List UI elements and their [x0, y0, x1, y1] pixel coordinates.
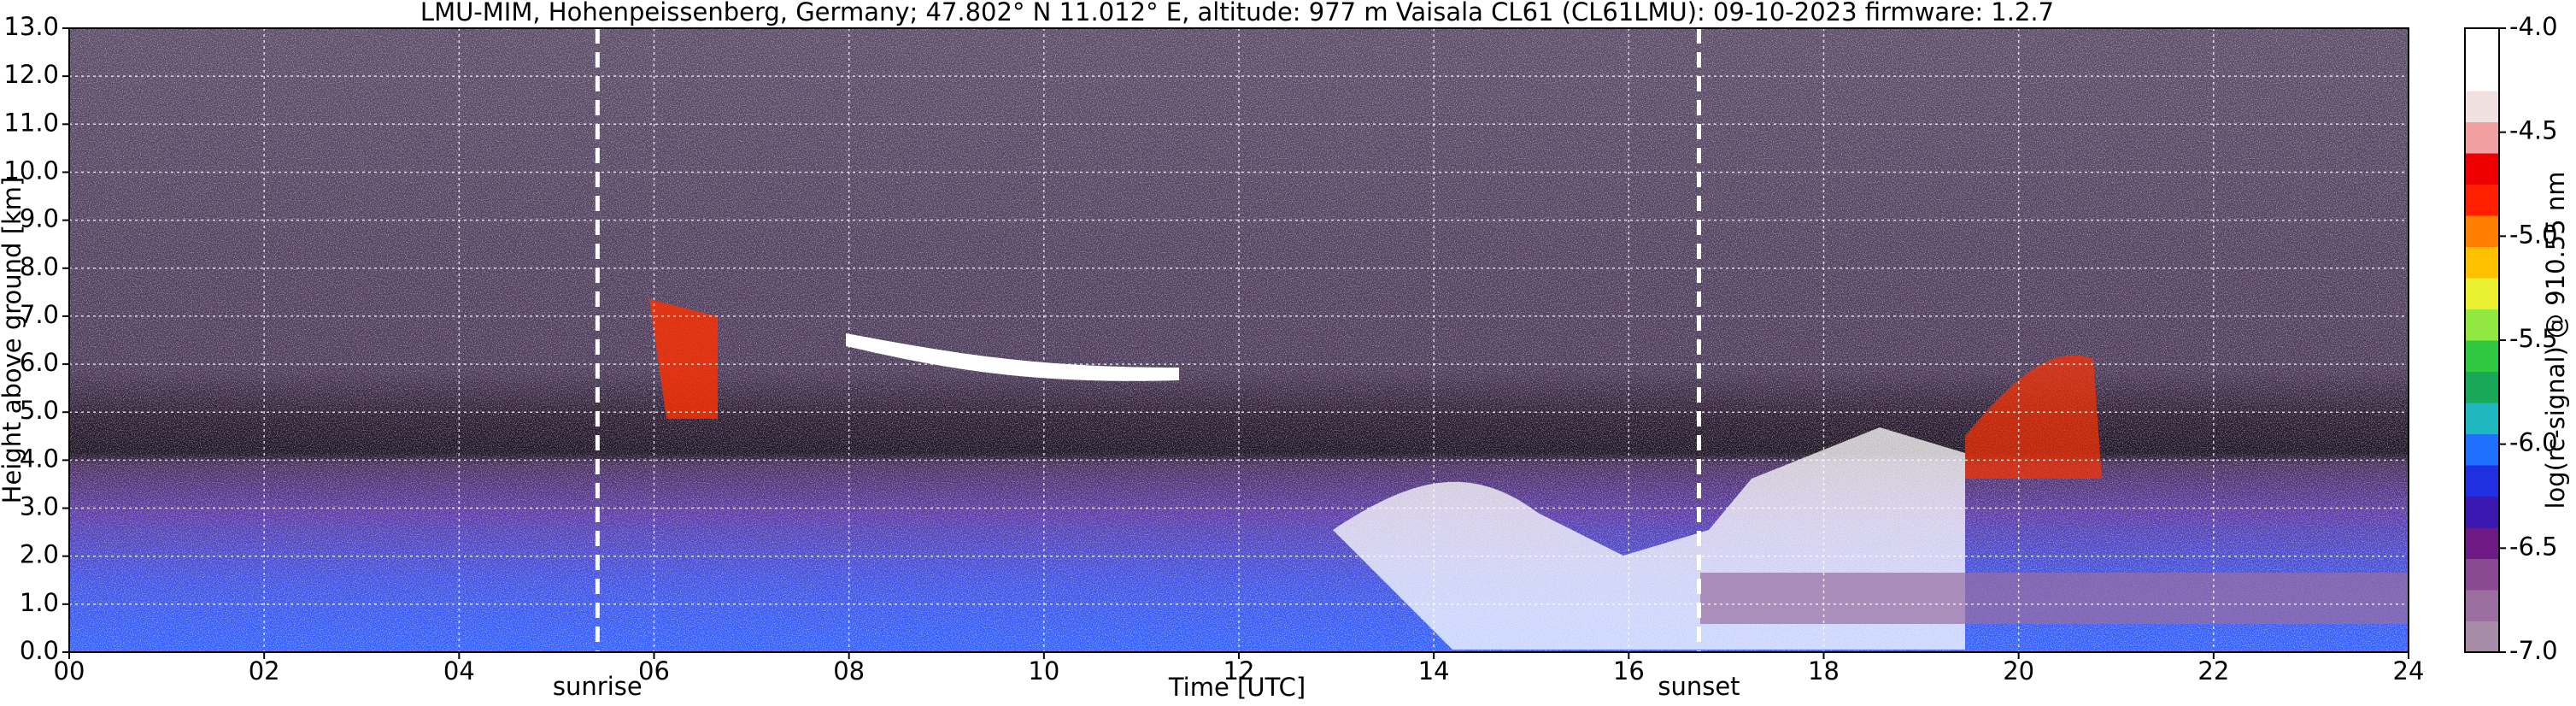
colorbar-label: log(rc-signal) @ 910.55 nm: [2541, 171, 2570, 509]
colorbar-tick-label: -4.5: [2509, 116, 2558, 145]
colorbar-segment: [2465, 278, 2499, 309]
colorbar-segment: [2465, 433, 2499, 466]
y-tick-label: 3.0: [20, 492, 59, 521]
colorbar-segment: [2465, 184, 2499, 216]
y-tick-label: 0.0: [20, 636, 59, 665]
colorbar-segment: [2465, 371, 2499, 403]
x-tick-label: 04: [443, 656, 475, 685]
x-tick-label: 18: [1808, 656, 1840, 685]
colorbar-segment: [2465, 246, 2499, 279]
x-tick-label: 16: [1613, 656, 1645, 685]
y-axis-label: Height above ground [km]: [0, 177, 26, 504]
colorbar-tick-label: -6.0: [2509, 428, 2558, 457]
y-tick-label: 7.0: [20, 300, 59, 329]
x-tick-label: 22: [2198, 656, 2229, 685]
colorbar-tick-label: -5.5: [2509, 324, 2558, 353]
colorbar-segment: [2465, 527, 2499, 559]
y-tick-label: 9.0: [20, 204, 59, 233]
x-tick-label: 02: [249, 656, 280, 685]
colorbar-segment: [2465, 465, 2499, 497]
colorbar-tick-label: -4.0: [2509, 12, 2558, 41]
x-axis-label: Time [UTC]: [1168, 673, 1306, 702]
x-tick-label: 06: [638, 656, 670, 685]
cloud-feature: [846, 333, 1179, 381]
x-tick-label: 24: [2393, 656, 2425, 685]
x-tick-label: 00: [54, 656, 85, 685]
y-tick-label: 2.0: [20, 540, 59, 569]
colorbar-segment: [2465, 340, 2499, 372]
colorbar-segment: [2465, 496, 2499, 528]
aerosol-layer: [1700, 573, 2409, 624]
colorbar-segment: [2465, 590, 2499, 621]
annotation-label: sunset: [1658, 672, 1740, 701]
colorbar-tick-label: -7.0: [2509, 636, 2558, 665]
plot-frame: [68, 27, 2409, 653]
y-tick-label: 12.0: [3, 60, 59, 89]
x-tick-label: 20: [2003, 656, 2034, 685]
colorbar-segment: [2465, 558, 2499, 591]
y-tick-label: 10.0: [3, 156, 59, 185]
annotation-label: sunrise: [553, 672, 643, 701]
cloud-feature: [649, 299, 718, 419]
colorbar-segment: [2465, 91, 2499, 122]
colorbar-segment: [2465, 59, 2499, 91]
cloud-feature: [1965, 355, 2102, 479]
y-tick-label: 8.0: [20, 252, 59, 281]
x-tick-label: 08: [833, 656, 865, 685]
colorbar-segment: [2465, 621, 2499, 653]
x-tick-label: 12: [1223, 656, 1255, 685]
colorbar-segment: [2465, 28, 2499, 60]
colorbar-segment: [2465, 153, 2499, 185]
y-tick-label: 11.0: [3, 108, 59, 137]
colorbar-segment: [2465, 121, 2499, 154]
colorbar-segment: [2465, 309, 2499, 341]
y-tick-label: 13.0: [3, 12, 59, 41]
chart-title: LMU-MIM, Hohenpeissenberg, Germany; 47.8…: [420, 0, 2054, 26]
y-tick-label: 1.0: [20, 588, 59, 617]
colorbar-tick-label: -6.5: [2509, 532, 2558, 561]
colorbar-segment: [2465, 403, 2499, 434]
x-tick-label: 14: [1418, 656, 1450, 685]
y-tick-label: 6.0: [20, 348, 59, 377]
colorbar-tick-label: -5.0: [2509, 220, 2558, 249]
y-tick-label: 4.0: [20, 444, 59, 473]
colorbar-segment: [2465, 215, 2499, 247]
x-tick-label: 10: [1028, 656, 1059, 685]
y-tick-label: 5.0: [20, 396, 59, 425]
